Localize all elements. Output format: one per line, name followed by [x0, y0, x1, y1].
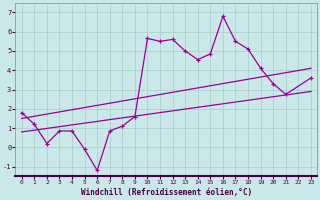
X-axis label: Windchill (Refroidissement éolien,°C): Windchill (Refroidissement éolien,°C): [81, 188, 252, 197]
